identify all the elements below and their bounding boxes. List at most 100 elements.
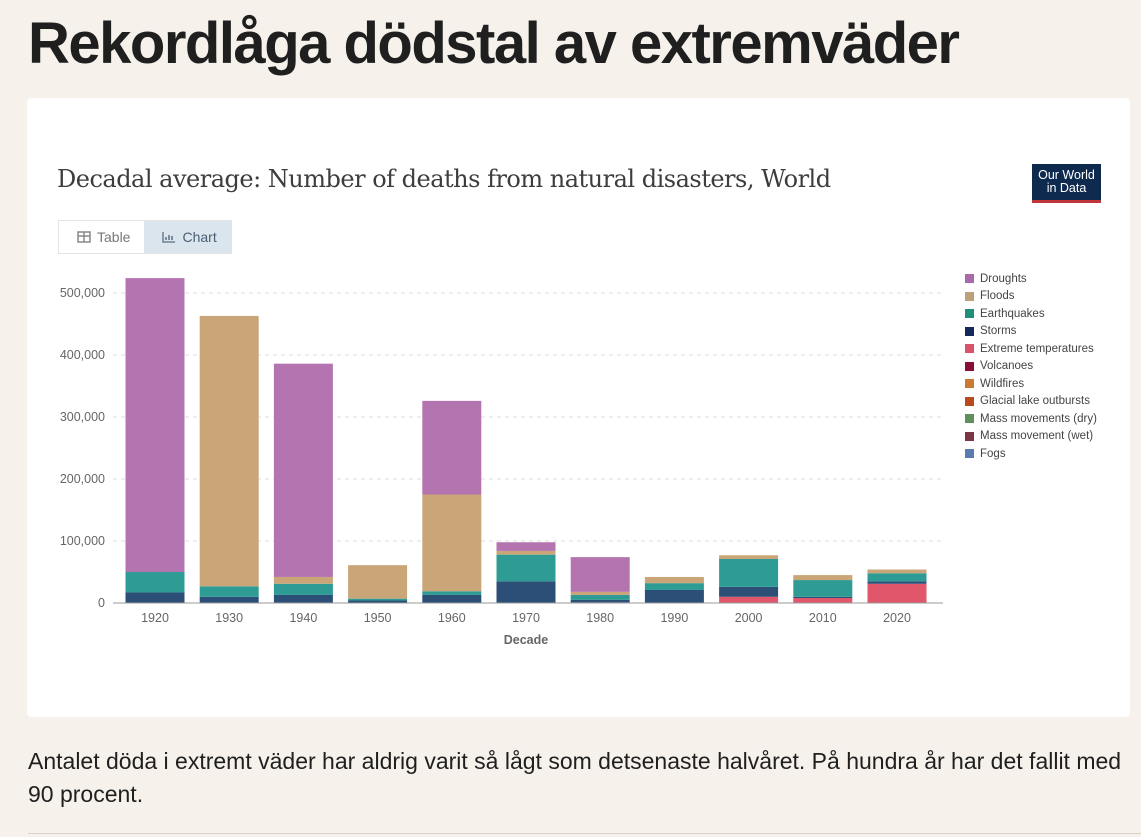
- bar-segment-floods: [273, 576, 333, 584]
- legend-swatch: [965, 344, 974, 354]
- bar-segment-extreme-temperatures: [793, 598, 853, 603]
- legend-swatch: [965, 309, 974, 319]
- bar-segment-droughts: [422, 400, 482, 495]
- logo-line-2: in Data: [1046, 181, 1087, 195]
- table-icon: [77, 231, 91, 243]
- legend-item[interactable]: Earthquakes: [965, 305, 1097, 323]
- legend-swatch: [965, 274, 974, 284]
- bar-segment-storms: [719, 586, 779, 597]
- x-tick-label: 2010: [809, 611, 837, 625]
- chart-legend: Droughts Floods Earthquakes Storms Extreme t…: [965, 270, 1097, 463]
- legend-label: Wildfires: [980, 377, 1025, 390]
- x-tick-label: 1960: [438, 611, 466, 625]
- legend-item[interactable]: Mass movement (wet): [965, 428, 1097, 446]
- bar-segment-storms: [644, 589, 704, 603]
- divider: [28, 833, 1141, 834]
- legend-label: Volcanoes: [980, 360, 1034, 373]
- bar-segment-earthquakes: [644, 583, 704, 590]
- owid-logo[interactable]: Our World in Data: [1032, 164, 1101, 203]
- y-tick-label: 0: [98, 596, 105, 610]
- legend-item[interactable]: Droughts: [965, 270, 1097, 288]
- legend-label: Mass movements (dry): [980, 412, 1097, 425]
- legend-item[interactable]: Volcanoes: [965, 358, 1097, 376]
- bar-segment-floods: [496, 550, 556, 555]
- bar-segment-earthquakes: [719, 558, 779, 587]
- x-tick-label: 1930: [215, 611, 243, 625]
- bar-segment-storms: [348, 600, 408, 603]
- legend-item[interactable]: Fogs: [965, 445, 1097, 463]
- bar-segment-earthquakes: [570, 594, 630, 600]
- bar-segment-floods: [199, 315, 259, 587]
- x-tick-label: 1920: [141, 611, 169, 625]
- bar-segment-storms: [793, 596, 853, 599]
- legend-swatch: [965, 361, 974, 371]
- y-tick-label: 500,000: [60, 286, 105, 300]
- legend-item[interactable]: Extreme temperatures: [965, 340, 1097, 358]
- legend-swatch: [965, 414, 974, 424]
- x-tick-label: 1940: [289, 611, 317, 625]
- legend-item[interactable]: Wildfires: [965, 375, 1097, 393]
- legend-item[interactable]: Mass movements (dry): [965, 410, 1097, 428]
- legend-label: Fogs: [980, 447, 1006, 460]
- view-tabs: Table Chart: [58, 220, 232, 254]
- legend-label: Extreme temperatures: [980, 342, 1094, 355]
- legend-label: Floods: [980, 290, 1015, 303]
- bar-segment-extreme-temperatures: [867, 583, 927, 603]
- y-tick-label: 400,000: [60, 348, 105, 362]
- bar-segment-earthquakes: [199, 586, 259, 597]
- legend-label: Earthquakes: [980, 307, 1045, 320]
- legend-label: Droughts: [980, 272, 1027, 285]
- bar-segment-floods: [570, 591, 630, 595]
- bar-segment-floods: [348, 565, 408, 599]
- x-tick-label: 1980: [586, 611, 614, 625]
- tab-chart-label: Chart: [182, 229, 217, 245]
- tab-table-label: Table: [97, 229, 131, 245]
- bar-segment-floods: [867, 569, 927, 574]
- legend-swatch: [965, 431, 974, 441]
- bar-segment-storms: [125, 592, 185, 603]
- headline: Rekordlåga dödstal av extremväder: [28, 11, 960, 76]
- y-tick-label: 300,000: [60, 410, 105, 424]
- bar-segment-storms: [867, 581, 927, 584]
- bar-segment-earthquakes: [496, 554, 556, 582]
- bar-segment-earthquakes: [348, 598, 408, 601]
- x-tick-label: 2020: [883, 611, 911, 625]
- bar-segment-floods: [719, 555, 779, 559]
- bar-segment-droughts: [570, 557, 630, 592]
- chart-icon: [162, 232, 176, 243]
- bar-segment-floods: [644, 576, 704, 584]
- legend-swatch: [965, 396, 974, 406]
- logo-line-1: Our World: [1038, 168, 1095, 182]
- bar-segment-earthquakes: [125, 572, 185, 593]
- legend-item[interactable]: Glacial lake outbursts: [965, 393, 1097, 411]
- chart-title: Decadal average: Number of deaths from n…: [57, 165, 831, 193]
- bar-segment-floods: [793, 575, 853, 581]
- legend-swatch: [965, 291, 974, 301]
- bar-segment-storms: [570, 599, 630, 603]
- bar-segment-extreme-temperatures: [719, 596, 779, 603]
- bar-segment-earthquakes: [867, 573, 927, 582]
- bar-segment-earthquakes: [273, 583, 333, 595]
- bar-segment-droughts: [496, 542, 556, 551]
- y-tick-label: 200,000: [60, 472, 105, 486]
- legend-item[interactable]: Storms: [965, 323, 1097, 341]
- legend-swatch: [965, 449, 974, 459]
- bar-segment-storms: [496, 581, 556, 603]
- bar-segment-storms: [273, 594, 333, 603]
- legend-label: Storms: [980, 325, 1017, 338]
- legend-label: Glacial lake outbursts: [980, 395, 1090, 408]
- body-text: Antalet döda i extremt väder har aldrig …: [28, 748, 1122, 807]
- tab-chart[interactable]: Chart: [144, 221, 231, 253]
- legend-swatch: [965, 379, 974, 389]
- bar-segment-storms: [199, 596, 259, 603]
- bar-segment-droughts: [125, 278, 185, 572]
- legend-item[interactable]: Floods: [965, 288, 1097, 306]
- bar-segment-droughts: [273, 363, 333, 577]
- x-tick-label: 1990: [660, 611, 688, 625]
- bar-segment-earthquakes: [793, 580, 853, 597]
- x-tick-label: 1970: [512, 611, 540, 625]
- x-tick-label: 2000: [735, 611, 763, 625]
- tab-table[interactable]: Table: [59, 221, 144, 253]
- bar-segment-floods: [422, 494, 482, 592]
